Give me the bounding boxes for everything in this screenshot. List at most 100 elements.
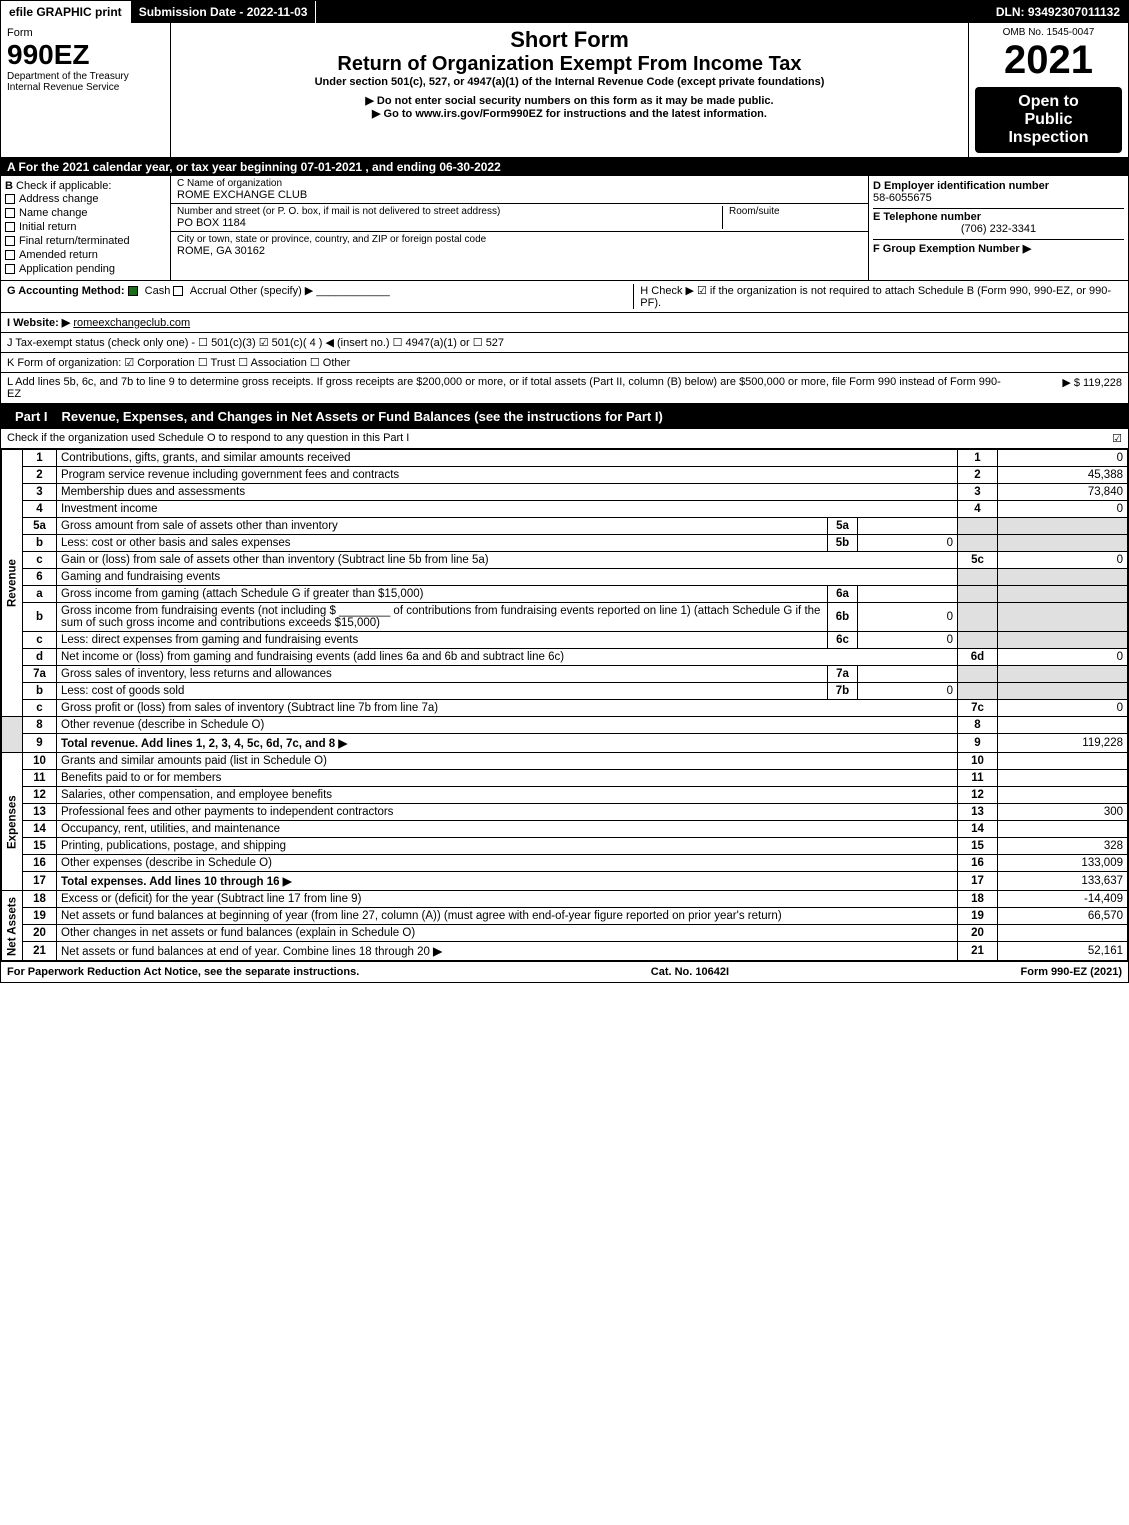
line-20: 20 Other changes in net assets or fund b… [2, 925, 1128, 942]
line-val: 52,161 [998, 942, 1128, 961]
line-val: 133,009 [998, 855, 1128, 872]
open-line2: Public [981, 111, 1116, 129]
line-val: 0 [998, 450, 1128, 467]
expenses-side-label: Expenses [2, 753, 23, 891]
line-desc: Total expenses. Add lines 10 through 16 [61, 876, 280, 888]
part-1-header: Part I Revenue, Expenses, and Changes in… [1, 404, 1128, 429]
irs-label: Internal Revenue Service [7, 82, 164, 93]
line-14: 14 Occupancy, rent, utilities, and maint… [2, 821, 1128, 838]
line-desc: Other revenue (describe in Schedule O) [61, 719, 264, 731]
shade-cell [958, 632, 998, 649]
cb-name-change[interactable]: Name change [5, 206, 166, 220]
i-label: I Website: ▶ [7, 317, 70, 329]
line-val [998, 821, 1128, 838]
sub-box: 7a [828, 666, 858, 683]
line-desc: Other changes in net assets or fund bala… [61, 927, 415, 939]
line-num: c [23, 700, 57, 717]
sub-val [858, 586, 958, 603]
line-num: 5a [23, 518, 57, 535]
line-desc: Benefits paid to or for members [61, 772, 221, 784]
shade-cell [998, 535, 1128, 552]
sub-val [858, 518, 958, 535]
l-value: ▶ $ 119,228 [1002, 376, 1122, 400]
cb-initial-return[interactable]: Initial return [5, 220, 166, 234]
section-a: A For the 2021 calendar year, or tax yea… [1, 158, 1128, 176]
line-val: 73,840 [998, 484, 1128, 501]
line-val [998, 753, 1128, 770]
net-assets-side-label: Net Assets [2, 891, 23, 961]
line-desc: Less: direct expenses from gaming and fu… [61, 634, 358, 646]
line-desc: Printing, publications, postage, and shi… [61, 840, 286, 852]
cb-text: Name change [19, 207, 88, 219]
header-left: Form 990EZ Department of the Treasury In… [1, 23, 171, 157]
line-1: Revenue 1 Contributions, gifts, grants, … [2, 450, 1128, 467]
line-16: 16 Other expenses (describe in Schedule … [2, 855, 1128, 872]
sub-val: 0 [858, 683, 958, 700]
line-box: 10 [958, 753, 998, 770]
arrow-icon: ▶ [433, 946, 442, 958]
cb-application-pending[interactable]: Application pending [5, 262, 166, 276]
line-desc: Net assets or fund balances at beginning… [61, 910, 782, 922]
line-desc: Professional fees and other payments to … [61, 806, 393, 818]
line-val: 300 [998, 804, 1128, 821]
open-public-badge: Open to Public Inspection [975, 87, 1122, 153]
line-desc: Occupancy, rent, utilities, and maintena… [61, 823, 280, 835]
line-num: 13 [23, 804, 57, 821]
line-desc: Membership dues and assessments [61, 486, 245, 498]
sub-box: 6b [828, 603, 858, 632]
shade-cell [958, 683, 998, 700]
line-num: 14 [23, 821, 57, 838]
line-num: 6 [23, 569, 57, 586]
cb-address-change[interactable]: Address change [5, 192, 166, 206]
line-box: 14 [958, 821, 998, 838]
line-val: 0 [998, 501, 1128, 518]
line-num: 7a [23, 666, 57, 683]
footer-right: Form 990-EZ (2021) [1021, 966, 1122, 978]
cb-final-return[interactable]: Final return/terminated [5, 234, 166, 248]
shade-cell [958, 569, 998, 586]
top-bar: efile GRAPHIC print Submission Date - 20… [1, 1, 1128, 23]
line-num: 11 [23, 770, 57, 787]
city-value: ROME, GA 30162 [177, 245, 862, 257]
line-box: 7c [958, 700, 998, 717]
cb-text: Application pending [19, 263, 115, 275]
footer-mid: Cat. No. 10642I [651, 966, 729, 978]
line-6a: a Gross income from gaming (attach Sched… [2, 586, 1128, 603]
checkbox-icon [5, 194, 15, 204]
sub-box: 5a [828, 518, 858, 535]
line-num: c [23, 632, 57, 649]
line-val [998, 717, 1128, 734]
line-num: 8 [23, 717, 57, 734]
line-6: 6 Gaming and fundraising events [2, 569, 1128, 586]
line-num: 3 [23, 484, 57, 501]
line-desc: Grants and similar amounts paid (list in… [61, 755, 327, 767]
section-j: J Tax-exempt status (check only one) - ☐… [1, 333, 1128, 353]
shade-cell [998, 586, 1128, 603]
line-9: 9 Total revenue. Add lines 1, 2, 3, 4, 5… [2, 734, 1128, 753]
line-num: 10 [23, 753, 57, 770]
line-box: 2 [958, 467, 998, 484]
line-num: d [23, 649, 57, 666]
line-2: 2 Program service revenue including gove… [2, 467, 1128, 484]
line-box: 20 [958, 925, 998, 942]
g-label: G Accounting Method: [7, 285, 125, 297]
cb-amended-return[interactable]: Amended return [5, 248, 166, 262]
line-19: 19 Net assets or fund balances at beginn… [2, 908, 1128, 925]
footer-left: For Paperwork Reduction Act Notice, see … [7, 966, 359, 978]
line-12: 12 Salaries, other compensation, and emp… [2, 787, 1128, 804]
form-990ez-page: efile GRAPHIC print Submission Date - 20… [0, 0, 1129, 983]
shade-cell [998, 683, 1128, 700]
ein-label: D Employer identification number [873, 180, 1049, 192]
sub-box: 6c [828, 632, 858, 649]
shade-cell [998, 569, 1128, 586]
checkbox-checked-icon [128, 286, 138, 296]
part-1-checknote: Check if the organization used Schedule … [1, 429, 1128, 449]
checkbox-icon [5, 236, 15, 246]
under-section: Under section 501(c), 527, or 4947(a)(1)… [177, 76, 962, 88]
line-10: Expenses 10 Grants and similar amounts p… [2, 753, 1128, 770]
website-link[interactable]: romeexchangeclub.com [73, 317, 190, 329]
line-5c: c Gain or (loss) from sale of assets oth… [2, 552, 1128, 569]
line-num: b [23, 535, 57, 552]
goto-link[interactable]: ▶ Go to www.irs.gov/Form990EZ for instru… [177, 107, 962, 120]
shade-cell [998, 518, 1128, 535]
